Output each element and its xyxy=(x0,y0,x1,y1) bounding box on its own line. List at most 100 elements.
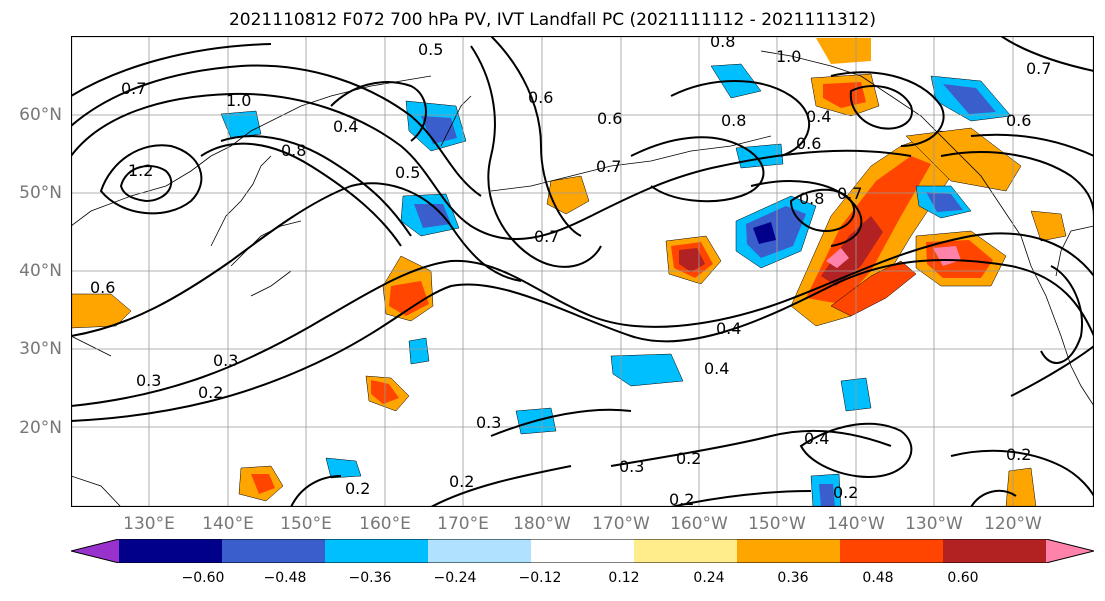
lon-label: 180°W xyxy=(513,514,571,534)
colorbar-tick-label: −0.12 xyxy=(518,570,562,586)
positive-anomaly xyxy=(251,474,275,494)
lon-label: 120°W xyxy=(984,514,1042,534)
positive-anomaly xyxy=(826,248,849,268)
colorbar-segment xyxy=(840,539,944,563)
colorbar-segment xyxy=(634,539,738,563)
contour-label: 0.2 xyxy=(1006,445,1031,464)
contour-label: 0.6 xyxy=(1006,111,1031,130)
contour-label: 0.7 xyxy=(837,184,862,203)
negative-anomaly xyxy=(819,484,835,507)
negative-anomaly xyxy=(746,206,806,258)
colorbar-segment xyxy=(428,539,532,563)
contour-label: 0.2 xyxy=(449,472,474,491)
contour-label: 0.6 xyxy=(597,109,622,128)
colorbar-extend-max xyxy=(1046,539,1094,563)
colorbar-segment xyxy=(737,539,841,563)
positive-anomaly xyxy=(389,281,429,316)
contour-label: 0.2 xyxy=(833,483,858,502)
lon-label: 140°W xyxy=(827,514,885,534)
contour-label: 0.8 xyxy=(281,141,306,160)
lon-label: 150°E xyxy=(280,514,332,534)
negative-anomaly xyxy=(408,337,430,365)
contour-label: 0.2 xyxy=(676,449,701,468)
colorbar-tick-label: 0.48 xyxy=(862,570,894,586)
colorbar xyxy=(71,539,1094,563)
chart-title: 2021110812 F072 700 hPa PV, IVT Landfall… xyxy=(228,10,876,30)
contour-label: 0.4 xyxy=(806,107,831,126)
map-frame xyxy=(71,36,1094,507)
lat-label: 30°N xyxy=(19,339,62,359)
colorbar-segment xyxy=(222,539,326,563)
negative-anomaly xyxy=(414,204,451,228)
contour-label: 0.4 xyxy=(704,359,729,378)
contour-label: 0.5 xyxy=(395,163,420,182)
colorbar-segment xyxy=(325,539,429,563)
contour-label: 0.8 xyxy=(710,36,735,51)
contour-label: 0.2 xyxy=(345,479,370,498)
contour-label: 1.0 xyxy=(776,47,801,66)
colorbar-tick-label: 0.60 xyxy=(947,570,979,586)
contour-label: 0.3 xyxy=(476,413,501,432)
positive-anomaly xyxy=(546,175,590,215)
positive-anomaly xyxy=(821,216,883,286)
map-panel: 0.5 0.8 1.0 0.7 0.7 1.0 1.2 0.4 0.8 0.6 … xyxy=(71,36,1094,507)
colorbar-tick-label: −0.60 xyxy=(181,570,225,586)
contour-label: 0.7 xyxy=(534,227,559,246)
negative-anomaly xyxy=(943,84,996,114)
colorbar-tick-label: 0.12 xyxy=(608,570,640,586)
lon-label: 160°E xyxy=(359,514,411,534)
lon-label: 140°E xyxy=(202,514,254,534)
lon-label: 150°W xyxy=(748,514,806,534)
contour-label: 0.4 xyxy=(716,319,741,338)
contour-label: 0.3 xyxy=(136,371,161,390)
contour-label: 0.2 xyxy=(669,490,694,507)
contour-labels: 0.5 0.8 1.0 0.7 0.7 1.0 1.2 0.4 0.8 0.6 … xyxy=(90,36,1051,507)
contour-lines xyxy=(71,36,1094,507)
negative-anomaly xyxy=(325,457,362,479)
contour-label: 0.4 xyxy=(804,429,829,448)
contour-label: 0.6 xyxy=(796,134,821,153)
lon-label: 170°W xyxy=(592,514,650,534)
contour-label: 0.7 xyxy=(1026,59,1051,78)
contour-label: 0.3 xyxy=(619,457,644,476)
contour-label: 0.7 xyxy=(596,157,621,176)
lon-label: 130°W xyxy=(905,514,963,534)
negative-anomaly xyxy=(610,353,684,387)
lat-label: 40°N xyxy=(19,261,62,281)
gridlines xyxy=(71,36,1094,507)
colorbar-segment xyxy=(119,539,223,563)
positive-anomaly xyxy=(1030,210,1067,242)
positive-anomaly xyxy=(905,127,1022,192)
lat-label: 60°N xyxy=(19,105,62,125)
colorbar-tick-label: 0.24 xyxy=(693,570,725,586)
lon-label: 160°W xyxy=(670,514,728,534)
lon-label: 170°E xyxy=(437,514,489,534)
colorbar-tick-label: 0.36 xyxy=(777,570,809,586)
colorbar-extend-min xyxy=(71,539,119,563)
contour-label: 0.8 xyxy=(799,189,824,208)
colorbar-segment xyxy=(531,539,635,563)
negative-anomaly xyxy=(926,192,963,212)
colorbar-tick-label: −0.36 xyxy=(348,570,392,586)
contour-label: 0.6 xyxy=(528,88,553,107)
negative-anomaly xyxy=(753,222,776,244)
positive-anomaly xyxy=(1005,467,1037,507)
contour-label: 0.4 xyxy=(333,117,358,136)
contour-label: 1.0 xyxy=(226,91,251,110)
contour-label: 1.2 xyxy=(128,161,153,180)
contour-label: 0.3 xyxy=(213,351,238,370)
positive-anomaly xyxy=(71,293,132,329)
contour-label: 0.2 xyxy=(198,383,223,402)
lon-label: 130°E xyxy=(123,514,175,534)
colorbar-tick-label: −0.24 xyxy=(433,570,477,586)
colorbar-segment xyxy=(943,539,1047,563)
colorbar-tick-label: −0.48 xyxy=(263,570,307,586)
contour-label: 0.5 xyxy=(418,40,443,59)
lat-label: 20°N xyxy=(19,418,62,438)
contour-label: 0.6 xyxy=(90,278,115,297)
contour-label: 0.7 xyxy=(121,79,146,98)
positive-anomaly xyxy=(816,38,871,64)
positive-anomaly xyxy=(679,248,705,272)
positive-anomaly xyxy=(830,260,917,317)
contour-label: 0.8 xyxy=(721,111,746,130)
